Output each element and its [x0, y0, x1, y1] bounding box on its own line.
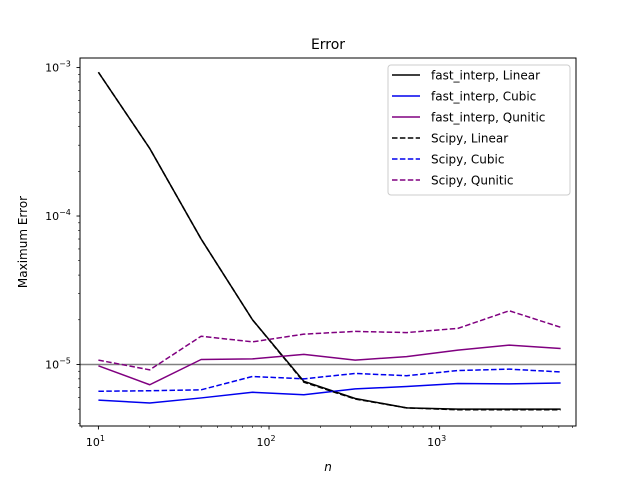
- chart-title: Error: [311, 37, 345, 53]
- y-tick-label: 10−5: [45, 356, 71, 371]
- series-layer: [97, 71, 561, 411]
- x-axis: 101 102 103: [81, 426, 573, 449]
- series-line-scipy-linear: [97, 71, 561, 411]
- legend-label: fast_interp, Cubic: [431, 90, 536, 104]
- x-tick-label: 101: [86, 434, 105, 449]
- y-tick-label: 10−3: [45, 60, 71, 75]
- legend-label: fast_interp, Qunitic: [431, 111, 545, 125]
- series-line-fast-interp-cubic: [98, 382, 561, 404]
- legend-box: [387, 64, 571, 196]
- y-tick-label: 10−4: [45, 208, 71, 223]
- legend: fast_interp, Linear fast_interp, Cubic fas…: [387, 64, 571, 196]
- plot-area: [79, 57, 577, 427]
- x-axis-label: n: [324, 460, 332, 474]
- y-axis-label: Maximum Error: [16, 196, 30, 288]
- x-tick-label: 102: [256, 434, 275, 449]
- legend-label: Scipy, Cubic: [431, 153, 504, 167]
- x-tick-label: 103: [427, 434, 446, 449]
- series-line-fast-interp-qunitic: [98, 344, 561, 386]
- legend-label: Scipy, Linear: [431, 132, 508, 146]
- y-axis: 10−5 10−4 10−3: [45, 60, 80, 424]
- legend-label: Scipy, Qunitic: [431, 174, 514, 188]
- plot-frame: [79, 57, 577, 427]
- legend-label: fast_interp, Linear: [431, 69, 540, 83]
- series-line-scipy-cubic: [98, 368, 561, 392]
- series-line-scipy-qunitic: [98, 310, 561, 371]
